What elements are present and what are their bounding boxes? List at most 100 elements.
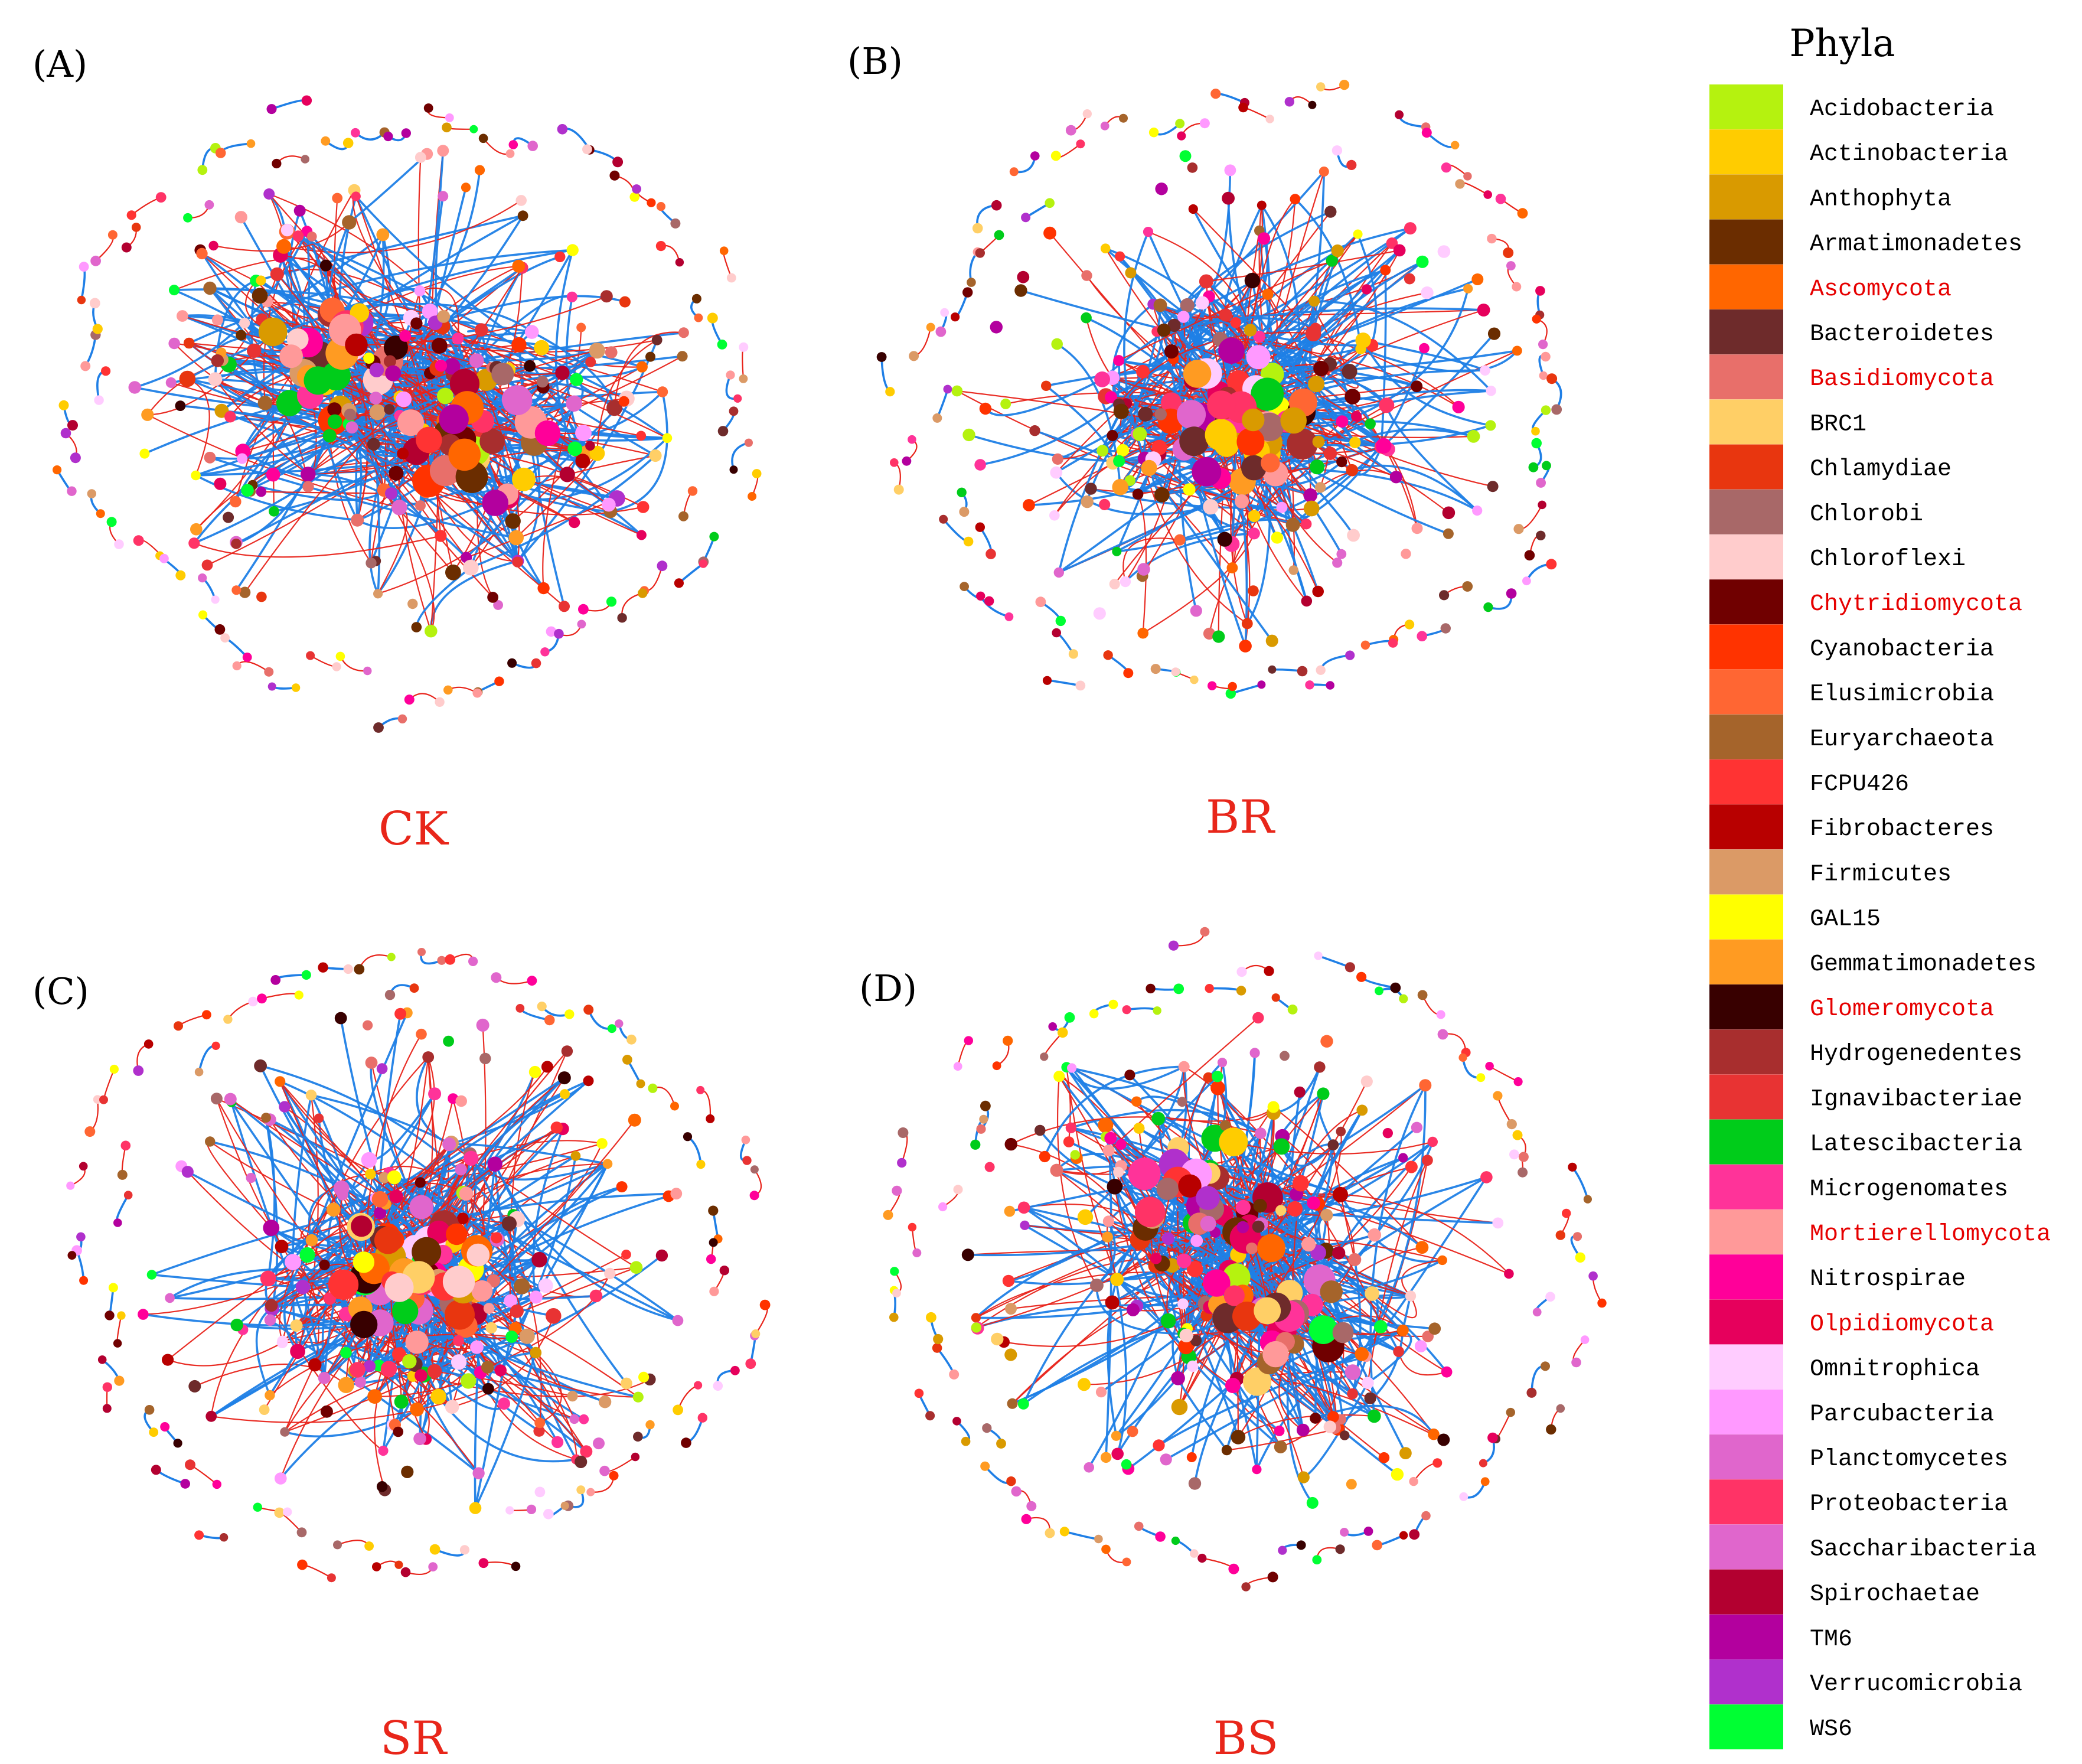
negative-edge xyxy=(404,335,430,481)
network-node xyxy=(609,170,620,181)
network-node xyxy=(205,1410,217,1422)
network-node xyxy=(428,1087,442,1101)
network-node xyxy=(1035,596,1046,608)
network-node xyxy=(92,324,103,334)
network-node xyxy=(544,1015,555,1026)
network-node xyxy=(582,144,592,155)
network-node xyxy=(1319,167,1329,177)
legend-swatch xyxy=(1709,624,1783,670)
network-node xyxy=(1177,311,1190,323)
legend-label: BRC1 xyxy=(1810,411,1866,438)
network-node xyxy=(108,1283,118,1293)
negative-edge xyxy=(1056,1169,1228,1319)
network-node xyxy=(580,1445,593,1458)
network-node xyxy=(561,1045,573,1057)
legend-label: Nitrospirae xyxy=(1810,1266,1966,1293)
positive-edge xyxy=(255,1307,273,1396)
network-node xyxy=(1568,1162,1577,1172)
network-node xyxy=(1439,590,1450,601)
network-node xyxy=(1004,1137,1017,1151)
network-node xyxy=(616,1181,628,1193)
positive-edge xyxy=(1126,1007,1158,1012)
network-node xyxy=(318,962,328,973)
network-node xyxy=(512,259,526,273)
network-node xyxy=(391,500,407,516)
network-node xyxy=(269,506,279,517)
network-node xyxy=(1053,567,1065,578)
legend-label: Glomeromycota xyxy=(1810,996,1994,1023)
network-node xyxy=(566,244,579,256)
network-node xyxy=(1517,208,1528,219)
network-node xyxy=(1077,1209,1094,1225)
network-node xyxy=(1360,640,1370,650)
network-node xyxy=(96,509,105,519)
network-node xyxy=(378,1446,389,1456)
network-node xyxy=(404,694,415,705)
network-node xyxy=(1401,549,1411,559)
network-node xyxy=(985,549,996,559)
network-node xyxy=(617,613,627,623)
network-node xyxy=(696,1160,706,1169)
network-node xyxy=(1251,377,1284,411)
legend-swatch xyxy=(1709,1704,1783,1750)
negative-edge xyxy=(174,343,290,405)
network-node xyxy=(1094,371,1110,387)
network-node xyxy=(1252,1012,1264,1024)
network-node xyxy=(1187,1360,1199,1372)
network-node xyxy=(1479,1459,1487,1468)
network-node xyxy=(1236,967,1247,977)
network-node xyxy=(557,1071,571,1085)
network-node xyxy=(612,156,624,168)
network-node xyxy=(1428,1322,1441,1335)
network-node xyxy=(1112,546,1122,556)
negative-edge xyxy=(236,661,269,673)
network-node xyxy=(1000,398,1011,409)
network-node xyxy=(1081,270,1092,281)
network-node xyxy=(1365,418,1376,429)
positive-edge xyxy=(283,1106,381,1214)
network-node xyxy=(707,312,718,324)
network-node xyxy=(1231,1430,1246,1445)
network-node xyxy=(241,484,254,497)
network-node xyxy=(1411,1121,1422,1133)
network-node xyxy=(89,298,100,309)
network-node xyxy=(1346,159,1357,170)
negative-edge xyxy=(167,1342,283,1367)
network-node xyxy=(745,1358,756,1370)
network-node xyxy=(223,1015,233,1024)
network-node xyxy=(1336,456,1347,468)
network-node xyxy=(1111,1447,1124,1460)
network-node xyxy=(1179,426,1209,457)
network-node xyxy=(1545,1292,1555,1302)
network-node xyxy=(393,1426,404,1437)
network-node xyxy=(1190,1335,1202,1346)
network-node xyxy=(1296,1423,1310,1437)
network-node xyxy=(1244,272,1261,289)
network-node xyxy=(1203,627,1216,640)
negative-edge xyxy=(1293,419,1450,514)
network-node xyxy=(66,1181,75,1190)
network-node xyxy=(1363,1527,1373,1536)
network-node xyxy=(504,1294,517,1308)
network-node xyxy=(1485,1062,1494,1071)
network-node xyxy=(709,532,719,542)
network-node xyxy=(445,113,454,122)
network-node xyxy=(555,366,570,380)
network-node xyxy=(569,1414,579,1424)
network-node xyxy=(334,1012,347,1025)
network-node xyxy=(485,1322,497,1334)
network-node xyxy=(448,438,481,471)
network-node xyxy=(401,128,411,138)
network-node xyxy=(256,591,267,602)
negative-edge xyxy=(383,490,435,632)
network-node xyxy=(1356,1104,1368,1116)
network-node xyxy=(649,449,662,462)
network-node xyxy=(636,530,647,540)
network-node xyxy=(114,539,124,549)
network-node xyxy=(1314,951,1323,960)
network-node xyxy=(531,658,541,669)
network-node xyxy=(1155,1531,1166,1542)
network-node xyxy=(373,589,383,599)
network-node xyxy=(117,1311,126,1320)
network-node xyxy=(483,1303,495,1314)
